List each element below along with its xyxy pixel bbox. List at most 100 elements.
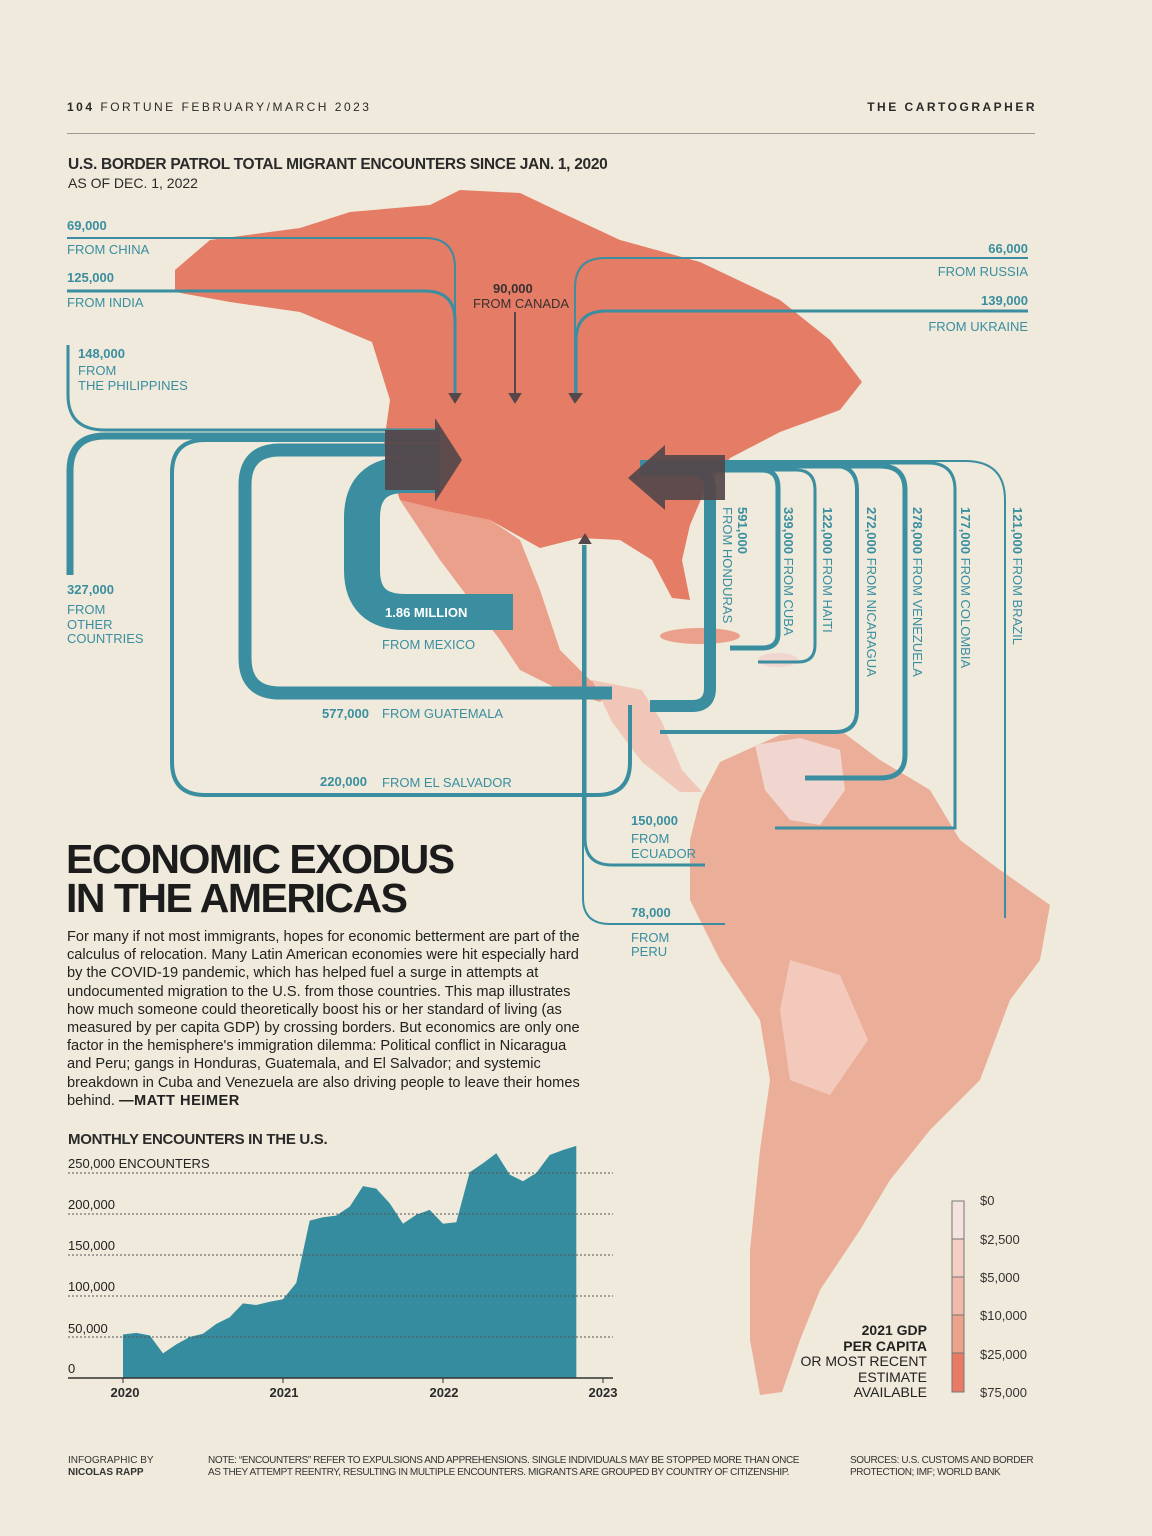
y-tick-0: 0: [68, 1361, 76, 1376]
y-tick-250000: 250,000 ENCOUNTERS: [68, 1156, 210, 1171]
y-tick-150000: 150,000: [68, 1238, 115, 1253]
haiti-label-group: 122,000 FROM HAITI: [820, 507, 835, 633]
flow-peru: [582, 545, 725, 925]
legend-sub-1: OR MOST RECENT: [800, 1353, 927, 1369]
flow-russia: [574, 257, 1028, 398]
x-tick-2022: 2022: [429, 1385, 459, 1400]
headline: ECONOMIC EXODUS IN THE AMERICAS: [66, 836, 455, 921]
other-label-3: COUNTRIES: [67, 631, 144, 646]
canada-label: FROM CANADA: [473, 296, 570, 311]
legend-sub-2: ESTIMATE: [858, 1368, 927, 1385]
other-value: 327,000: [67, 582, 114, 597]
encounters-area: [123, 1145, 577, 1378]
x-tick-2021: 2021: [269, 1385, 299, 1400]
flow-guatemala: [238, 443, 612, 700]
article-body-text: For many if not most immigrants, hopes f…: [67, 929, 580, 1109]
note-line-2: AS THEY ATTEMPT REENTRY, RESULTING IN MU…: [208, 1467, 790, 1478]
legend-tick-10000: $10,000: [980, 1308, 1027, 1323]
guatemala-label: FROM GUATEMALA: [382, 706, 504, 721]
venezuela-label: FROM VENEZUELA: [910, 557, 925, 677]
haiti-value: 122,000: [820, 507, 835, 554]
cuba-shape: [660, 628, 740, 644]
arrow-east-inflow: [628, 445, 725, 510]
india-label: FROM INDIA: [67, 295, 144, 310]
central-america-shape: [592, 680, 702, 792]
mexico-value: 1.86 MILLION: [385, 605, 468, 620]
x-tick-2023: 2023: [588, 1385, 618, 1400]
byline: —MATT HEIMER: [118, 1092, 240, 1109]
philippines-label-2: THE PHILIPPINES: [78, 378, 188, 393]
cuba-label: FROM CUBA: [781, 557, 796, 636]
legend-title-1: 2021 GDP: [861, 1322, 927, 1338]
ukraine-value: 139,000: [981, 293, 1028, 308]
brazil-value: 121,000: [1010, 507, 1025, 554]
map-title: U.S. BORDER PATROL TOTAL MIGRANT ENCOUNT…: [68, 156, 608, 173]
flow-colombia: [640, 461, 957, 830]
mexico-label: FROM MEXICO: [382, 637, 476, 652]
peru-label-1: FROM: [631, 930, 670, 945]
page-number: 104: [67, 100, 95, 114]
encounters-area-chart: [68, 1145, 613, 1383]
venezuela-value: 278,000: [910, 507, 925, 554]
arrowhead-russia-ukraine: [568, 393, 583, 404]
colombia-label: FROM COLOMBIA: [958, 557, 973, 669]
bolivia-shape: [780, 960, 868, 1095]
flow-brazil: [640, 460, 1006, 918]
sources-line-2: PROTECTION; IMF; WORLD BANK: [850, 1467, 1001, 1478]
sources-line-1: SOURCES: U.S. CUSTOMS AND BORDER: [850, 1455, 1034, 1466]
flow-el-salvador: [170, 438, 632, 797]
colombia-label-group: 177,000 FROM COLOMBIA: [958, 507, 973, 668]
sources: SOURCES: U.S. CUSTOMS AND BORDER PROTECTI…: [850, 1455, 1034, 1479]
el-salvador-label: FROM EL SALVADOR: [382, 775, 512, 790]
credit-label: INFOGRAPHIC BY: [68, 1455, 154, 1466]
legend-tick-75000: $75,000: [980, 1385, 1027, 1400]
flow-ecuador: [583, 545, 705, 867]
header-rule: [67, 133, 1035, 134]
map: [66, 190, 1050, 1395]
guatemala-value: 577,000: [322, 706, 369, 721]
credit-name: NICOLAS RAPP: [68, 1467, 144, 1478]
publication: FORTUNE FEBRUARY/MARCH 2023: [100, 100, 372, 114]
flow-other: [66, 432, 440, 575]
flow-ukraine: [574, 309, 1028, 398]
legend-swatch-4: [951, 1352, 965, 1393]
honduras-label: FROM HONDURAS: [720, 507, 735, 624]
y-tick-200000: 200,000: [68, 1197, 115, 1212]
peru-value: 78,000: [631, 905, 671, 920]
headline-line-1: ECONOMIC EXODUS: [66, 836, 455, 882]
map-subtitle: AS OF DEC. 1, 2022: [68, 175, 198, 191]
section-name: THE CARTOGRAPHER: [867, 100, 1037, 114]
honduras-label-group: 591,000 FROM HONDURAS: [720, 507, 750, 623]
note-line-1: NOTE: “ENCOUNTERS” REFER TO EXPULSIONS A…: [208, 1455, 800, 1466]
arrowhead-china-india: [448, 393, 462, 404]
ecuador-label-2: ECUADOR: [631, 846, 697, 861]
honduras-value: 591,000: [735, 507, 750, 554]
china-label: FROM CHINA: [67, 242, 150, 257]
philippines-value: 148,000: [78, 346, 125, 361]
cuba-value: 339,000: [781, 507, 796, 554]
flow-india: [67, 289, 457, 398]
y-tick-100000: 100,000: [68, 1279, 115, 1294]
ecuador-value: 150,000: [631, 813, 678, 828]
headline-line-2: IN THE AMERICAS: [66, 875, 408, 921]
arrowhead-canada: [508, 393, 522, 404]
article-body: For many if not most immigrants, hopes f…: [67, 928, 592, 1110]
brazil-label: FROM BRAZIL: [1010, 557, 1025, 646]
legend-sub-3: AVAILABLE: [853, 1384, 927, 1400]
legend-tick-2500: $2,500: [980, 1232, 1020, 1247]
philippines-label-1: FROM: [78, 363, 117, 378]
legend-tick-5000: $5,000: [980, 1270, 1020, 1285]
peru-label-2: PERU: [631, 944, 668, 959]
note: NOTE: “ENCOUNTERS” REFER TO EXPULSIONS A…: [208, 1455, 799, 1479]
india-value: 125,000: [67, 270, 114, 285]
page-header-left: 104 FORTUNE FEBRUARY/MARCH 2023: [67, 100, 371, 114]
gdp-legend: [951, 1200, 965, 1393]
arrowhead-south: [578, 533, 592, 544]
other-label-1: FROM: [67, 602, 106, 617]
russia-value: 66,000: [988, 241, 1028, 256]
nicaragua-label-group: 272,000 FROM NICARAGUA: [864, 507, 879, 677]
china-value: 69,000: [67, 218, 107, 233]
x-tick-2020: 2020: [110, 1385, 140, 1400]
legend-title: 2021 GDP PER CAPITA OR MOST RECENT ESTIM…: [800, 1322, 927, 1401]
